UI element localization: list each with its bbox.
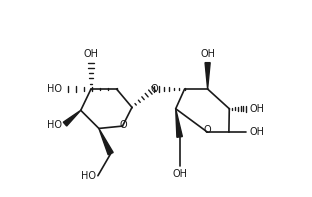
Polygon shape: [99, 128, 113, 155]
Text: HO: HO: [81, 171, 96, 181]
Text: O: O: [203, 125, 211, 135]
Text: O: O: [120, 120, 127, 130]
Text: O: O: [150, 84, 158, 94]
Text: OH: OH: [200, 49, 215, 59]
Text: OH: OH: [250, 104, 265, 114]
Polygon shape: [176, 109, 183, 137]
Text: HO: HO: [47, 120, 62, 129]
Polygon shape: [205, 63, 210, 89]
Polygon shape: [63, 110, 81, 126]
Text: OH: OH: [84, 49, 99, 59]
Text: OH: OH: [250, 127, 265, 137]
Text: HO: HO: [47, 84, 62, 94]
Text: OH: OH: [172, 169, 187, 179]
